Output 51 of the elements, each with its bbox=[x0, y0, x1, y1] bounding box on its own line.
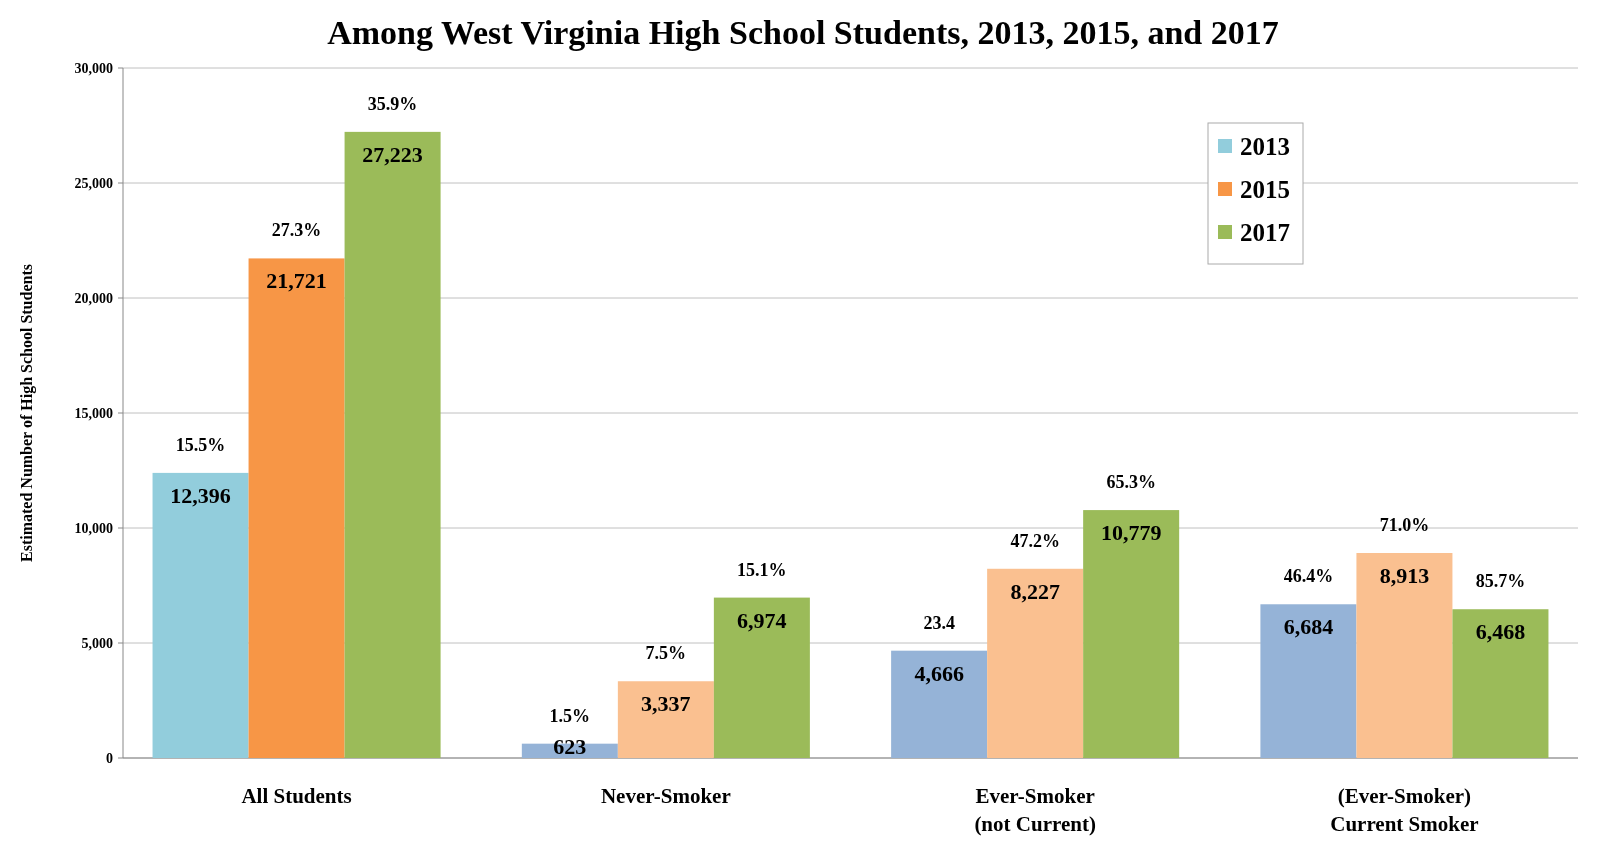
annotation: 15.5% bbox=[175, 434, 226, 455]
legend-label: 2017 bbox=[1240, 218, 1290, 246]
annotation: 71.0% bbox=[1379, 515, 1430, 535]
annotation: 35.9% bbox=[367, 93, 418, 114]
data-label: 623 bbox=[553, 734, 587, 759]
annotation: 1.5% bbox=[549, 705, 591, 726]
bar bbox=[617, 681, 714, 758]
data-label: 3,337 bbox=[641, 691, 691, 717]
bar bbox=[713, 597, 810, 758]
y-tick-label: 20,000 bbox=[74, 290, 113, 306]
bar bbox=[891, 650, 988, 758]
bar bbox=[1260, 604, 1357, 758]
data-label: 8,227 bbox=[1010, 578, 1060, 604]
annotation: 85.7% bbox=[1475, 571, 1526, 592]
y-tick-label: 30,000 bbox=[74, 60, 113, 76]
y-tick-label: 15,000 bbox=[74, 405, 113, 421]
bar bbox=[987, 568, 1084, 758]
annotation: 27.3% bbox=[271, 220, 322, 241]
data-label: 10,779 bbox=[1100, 520, 1162, 546]
annotation: 46.4% bbox=[1283, 566, 1334, 587]
y-tick-label: 5,000 bbox=[81, 635, 113, 651]
data-label: 6,974 bbox=[737, 607, 787, 633]
y-axis-title: Estimated Number of High School Students bbox=[18, 264, 36, 562]
data-label: 6,684 bbox=[1283, 614, 1334, 640]
data-label: 12,396 bbox=[170, 482, 231, 508]
y-tick-label: 10,000 bbox=[74, 520, 113, 536]
x-tick-label: Ever-Smoker (not Current) bbox=[974, 784, 1096, 836]
legend-label: 2015 bbox=[1240, 175, 1290, 203]
annotation: 15.1% bbox=[737, 559, 787, 580]
x-tick-label: Never-Smoker bbox=[600, 784, 731, 808]
legend-label: 2013 bbox=[1240, 132, 1290, 160]
y-tick-label: 0 bbox=[106, 750, 113, 766]
data-label: 8,913 bbox=[1379, 563, 1430, 588]
data-label: 4,666 bbox=[914, 660, 964, 686]
bar bbox=[1452, 609, 1549, 758]
bar bbox=[1356, 553, 1453, 758]
y-tick-label: 25,000 bbox=[74, 175, 113, 191]
annotation: 7.5% bbox=[645, 643, 687, 664]
data-label: 6,468 bbox=[1475, 619, 1526, 645]
annotation: 65.3% bbox=[1106, 472, 1156, 493]
x-tick-label: (Ever-Smoker) Current Smoker bbox=[1330, 784, 1479, 836]
x-tick-label: All Students bbox=[241, 784, 352, 808]
chart-title: Among West Virginia High School Students, 2013, 2015, and 2017 bbox=[327, 14, 1279, 51]
bar bbox=[248, 258, 345, 758]
data-label: 21,721 bbox=[266, 268, 327, 294]
bar bbox=[344, 131, 441, 758]
data-label: 27,223 bbox=[362, 141, 423, 167]
annotation: 47.2% bbox=[1010, 530, 1060, 551]
annotation: 23.4 bbox=[923, 612, 955, 633]
bar bbox=[152, 472, 249, 758]
bar bbox=[1083, 510, 1180, 758]
